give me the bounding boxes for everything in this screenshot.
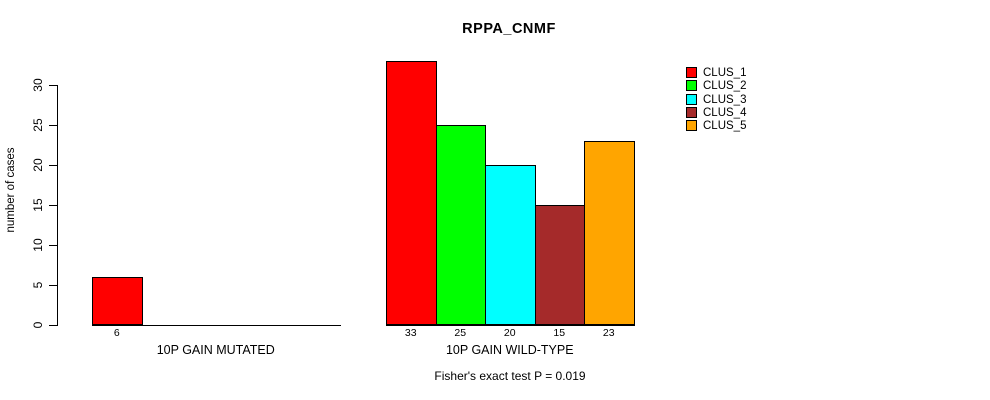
bar-value-label: 20 xyxy=(503,327,516,339)
y-axis-tick-label: 30 xyxy=(31,78,45,92)
chart-title: RPPA_CNMF xyxy=(462,21,556,37)
legend-label-clus_1: CLUS_1 xyxy=(703,67,747,79)
bar-clus_5 xyxy=(584,141,635,325)
bar-value-label: 6 xyxy=(113,327,120,339)
bar-clus_1 xyxy=(386,61,437,325)
y-axis-tick xyxy=(49,325,57,326)
legend-swatch-clus_3 xyxy=(686,93,697,105)
x-axis-baseline xyxy=(386,325,635,326)
bar-clus_2 xyxy=(435,125,486,325)
y-axis-tick-label: 0 xyxy=(31,321,45,329)
y-axis-tick-label: 10 xyxy=(31,238,45,252)
y-axis-line xyxy=(57,85,58,326)
legend-swatch-clus_4 xyxy=(686,106,697,118)
x-axis-baseline xyxy=(92,325,341,326)
y-axis-tick xyxy=(49,285,57,286)
y-axis-tick-label: 5 xyxy=(31,281,45,289)
x-axis-group-label: 10P GAIN WILD-TYPE xyxy=(445,343,574,357)
y-axis-tick-label: 25 xyxy=(31,118,45,132)
legend-swatch-clus_2 xyxy=(686,80,697,92)
bar-value-label: 23 xyxy=(602,327,615,339)
legend-label-clus_2: CLUS_2 xyxy=(703,80,747,93)
legend-label-clus_4: CLUS_4 xyxy=(703,106,747,119)
bar-value-label: 15 xyxy=(553,327,566,339)
y-axis-label: number of cases xyxy=(5,147,17,233)
legend-label-clus_5: CLUS_5 xyxy=(703,120,747,133)
y-axis-tick xyxy=(49,165,57,166)
y-axis-tick-label: 20 xyxy=(31,158,45,172)
y-axis-tick-label: 15 xyxy=(31,198,45,212)
y-axis-tick xyxy=(49,85,57,86)
bar-value-label: 25 xyxy=(454,327,467,339)
bar-clus_3 xyxy=(485,165,536,325)
bar-clus_1 xyxy=(92,277,143,325)
bar-value-label: 33 xyxy=(404,327,417,339)
bar-clus_4 xyxy=(534,205,585,325)
y-axis-tick xyxy=(49,245,57,246)
y-axis-tick xyxy=(49,125,57,126)
x-axis-group-label: 10P GAIN MUTATED xyxy=(156,343,275,357)
legend-swatch-clus_1 xyxy=(686,67,697,78)
fisher-test-annotation: Fisher's exact test P = 0.019 xyxy=(434,369,586,383)
legend-label-clus_3: CLUS_3 xyxy=(703,93,747,106)
y-axis-tick xyxy=(49,205,57,206)
legend-swatch-clus_5 xyxy=(686,120,697,132)
